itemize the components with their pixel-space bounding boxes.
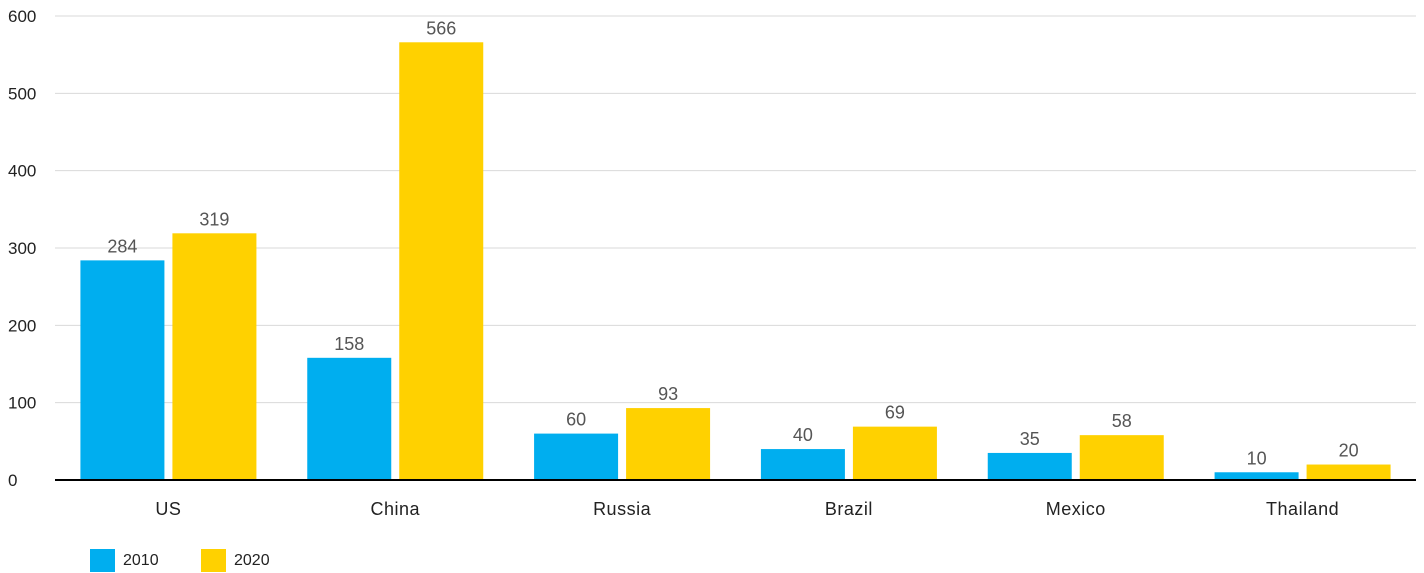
x-tick-label: Russia xyxy=(593,499,652,519)
data-label: 284 xyxy=(107,236,137,256)
y-tick-label: 600 xyxy=(8,7,36,26)
data-label: 58 xyxy=(1112,411,1132,431)
legend: 2010 2020 xyxy=(90,549,312,572)
data-label: 566 xyxy=(426,18,456,38)
data-label: 93 xyxy=(658,384,678,404)
legend-label-2010: 2010 xyxy=(123,551,159,569)
data-labels: 284 319 158 566 60 93 40 69 35 58 10 20 xyxy=(107,18,1358,468)
bars xyxy=(80,42,1391,480)
legend-swatch-2010 xyxy=(90,549,115,572)
bar-2010-mexico xyxy=(987,452,1072,480)
bar-2010-us xyxy=(80,260,165,480)
y-tick-label: 100 xyxy=(8,394,36,413)
legend-item-2020: 2020 xyxy=(201,549,274,572)
x-tick-label: China xyxy=(370,499,420,519)
x-tick-label: Brazil xyxy=(825,499,873,519)
data-label: 60 xyxy=(566,410,586,430)
data-label: 35 xyxy=(1020,429,1040,449)
y-axis-ticks: 0 100 200 300 400 500 600 xyxy=(8,7,36,490)
data-label: 69 xyxy=(885,403,905,423)
bar-2020-brazil xyxy=(852,426,937,480)
y-tick-label: 200 xyxy=(8,316,36,335)
legend-label-2020: 2020 xyxy=(234,551,270,569)
bar-2010-russia xyxy=(534,433,619,480)
data-label: 20 xyxy=(1339,441,1359,461)
bar-2020-us xyxy=(172,233,257,480)
data-label: 319 xyxy=(199,209,229,229)
y-tick-label: 0 xyxy=(8,471,17,490)
bar-2010-brazil xyxy=(760,449,845,480)
x-axis-ticks: US China Russia Brazil Mexico Thailand xyxy=(155,499,1339,519)
bar-2020-russia xyxy=(626,408,711,480)
y-tick-label: 500 xyxy=(8,84,36,103)
bar-2020-china xyxy=(399,42,484,480)
bar-2020-mexico xyxy=(1079,435,1164,480)
bar-2020-thailand xyxy=(1306,464,1391,480)
bar-2010-thailand xyxy=(1214,472,1299,480)
x-tick-label: Thailand xyxy=(1266,499,1339,519)
grid-lines xyxy=(55,15,1416,404)
x-tick-label: Mexico xyxy=(1046,499,1106,519)
bar-chart: 0 100 200 300 400 500 600 284 319 158 566 60 93 40 69… xyxy=(8,7,1416,519)
data-label: 10 xyxy=(1247,448,1267,468)
x-tick-label: US xyxy=(155,499,181,519)
y-tick-label: 400 xyxy=(8,162,36,181)
data-label: 158 xyxy=(334,334,364,354)
legend-swatch-2020 xyxy=(201,549,226,572)
bar-2010-china xyxy=(307,357,392,480)
y-tick-label: 300 xyxy=(8,239,36,258)
data-label: 40 xyxy=(793,425,813,445)
legend-item-2010: 2010 xyxy=(90,549,163,572)
